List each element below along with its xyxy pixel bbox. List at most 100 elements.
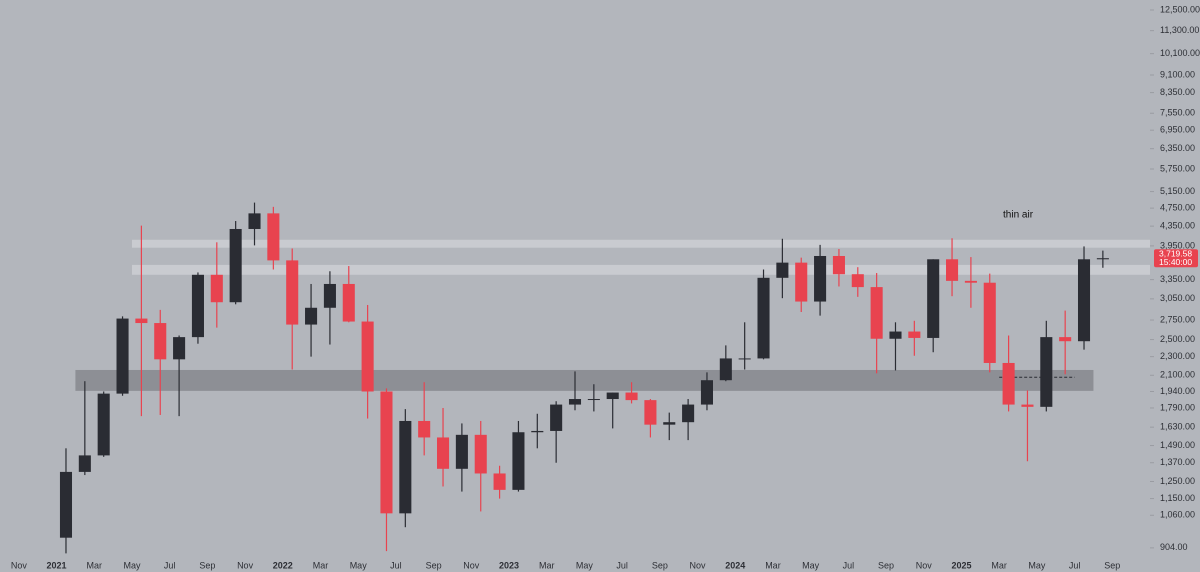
candle-body [606, 392, 619, 400]
x-tick-label: Mar [87, 560, 103, 570]
zone [131, 239, 1150, 248]
candle-body [361, 321, 374, 392]
candle-body [983, 282, 996, 363]
x-tick-label: Jul [616, 560, 628, 570]
candle-body [305, 307, 318, 325]
candle-body [851, 274, 864, 288]
y-tick-label: 1,490.00 [1160, 440, 1195, 450]
candle-body [59, 471, 73, 538]
y-tick-label: 4,750.00 [1160, 203, 1195, 213]
candle-body [191, 274, 204, 338]
y-tick-label: 3,950.00 [1160, 240, 1195, 250]
candle-body [380, 391, 393, 514]
x-tick-label: 2021 [47, 560, 67, 570]
candle-body [625, 392, 638, 401]
candle-body [1059, 337, 1072, 342]
y-tick-label: 10,100.00 [1160, 48, 1200, 58]
price-tag [1154, 249, 1198, 268]
y-tick-label: 6,950.00 [1160, 125, 1195, 135]
annotation: thin air [1003, 209, 1034, 220]
axes: 12,500.00 11,300.00 10,100.00 9,100.00 8,350… [11, 4, 1200, 570]
x-tick-label: Jul [390, 560, 402, 570]
zone [131, 264, 1150, 275]
y-tick-label: 7,550.00 [1160, 108, 1195, 118]
price-tag-value: 3,719.58 [1159, 248, 1192, 258]
y-tick-label: 6,350.00 [1160, 143, 1195, 153]
candle-body [946, 259, 959, 281]
x-tick-label: Nov [916, 560, 933, 570]
y-tick-label: 5,750.00 [1160, 163, 1195, 173]
candle-body [154, 323, 167, 360]
x-tick-label: May [1028, 560, 1046, 570]
x-tick-label: 2025 [951, 560, 971, 570]
candle-body [550, 404, 563, 431]
y-tick-label: 4,350.00 [1160, 221, 1195, 231]
x-tick-label: 2023 [499, 560, 519, 570]
candle-body [738, 358, 751, 360]
x-tick-label: Jul [164, 560, 176, 570]
y-tick-label: 904.00 [1160, 542, 1188, 552]
candle-body [870, 287, 883, 339]
y-tick-label: 1,370.00 [1160, 457, 1195, 467]
candle-body [719, 358, 732, 381]
candle-body [97, 393, 110, 456]
candle-body [1077, 259, 1091, 342]
candle-body [493, 473, 506, 490]
x-tick-label: Nov [237, 560, 254, 570]
y-tick-label: 3,050.00 [1160, 293, 1195, 303]
zone [75, 369, 1094, 391]
candle-body [229, 228, 242, 303]
x-tick-label: May [123, 560, 141, 570]
y-tick-label: 2,750.00 [1160, 314, 1195, 324]
y-tick-label: 11,300.00 [1160, 25, 1199, 35]
y-tick-label: 1,060.00 [1160, 510, 1195, 520]
candle-body [512, 432, 525, 490]
candle-body [776, 262, 789, 278]
candle-body [455, 434, 468, 469]
candle-body [474, 434, 487, 474]
y-tick-label: 5,150.00 [1160, 186, 1195, 196]
x-tick-label: Nov [11, 560, 28, 570]
candle-body [437, 437, 450, 469]
candle-body [663, 422, 676, 425]
candle-body [832, 255, 845, 275]
candle-body [757, 277, 770, 359]
x-tick-label: Mar [991, 560, 1007, 570]
candle-body [135, 318, 148, 324]
candle-body [908, 331, 921, 338]
x-tick-label: Sep [878, 560, 894, 570]
candle-body [927, 259, 940, 338]
x-tick-label: 2024 [725, 560, 745, 570]
y-tick-label: 8,350.00 [1160, 87, 1195, 97]
candle-body [1040, 337, 1053, 407]
candle-body [889, 331, 902, 339]
candle-body [644, 400, 657, 425]
x-tick-label: Nov [463, 560, 480, 570]
x-tick-label: Sep [199, 560, 215, 570]
x-tick-label: Jul [1069, 560, 1081, 570]
x-tick-label: Mar [539, 560, 555, 570]
candle-body [286, 260, 299, 325]
y-tick-label: 1,940.00 [1160, 386, 1195, 396]
candle-body [1002, 362, 1015, 405]
y-tick-label: 1,790.00 [1160, 402, 1195, 412]
x-tick-label: Mar [313, 560, 329, 570]
candle-body [323, 283, 336, 308]
plot-area: thin air [59, 202, 1150, 554]
candle-body [1021, 404, 1034, 407]
candle-body [173, 337, 186, 360]
y-tick-label: 9,100.00 [1160, 69, 1195, 79]
y-tick-label: 3,350.00 [1160, 274, 1195, 284]
candle-body [568, 399, 582, 405]
x-tick-label: Jul [843, 560, 855, 570]
candle-body [531, 430, 544, 433]
candle-body [1096, 258, 1109, 260]
x-tick-label: May [576, 560, 594, 570]
candle-body [78, 455, 91, 472]
y-tick-label: 1,150.00 [1160, 493, 1195, 503]
x-tick-label: Sep [426, 560, 442, 570]
candle-body [116, 318, 129, 394]
